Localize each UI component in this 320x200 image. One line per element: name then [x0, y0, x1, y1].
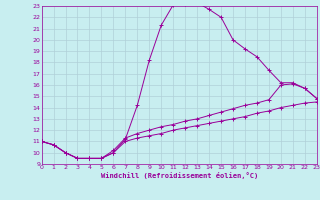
X-axis label: Windchill (Refroidissement éolien,°C): Windchill (Refroidissement éolien,°C) [100, 172, 258, 179]
